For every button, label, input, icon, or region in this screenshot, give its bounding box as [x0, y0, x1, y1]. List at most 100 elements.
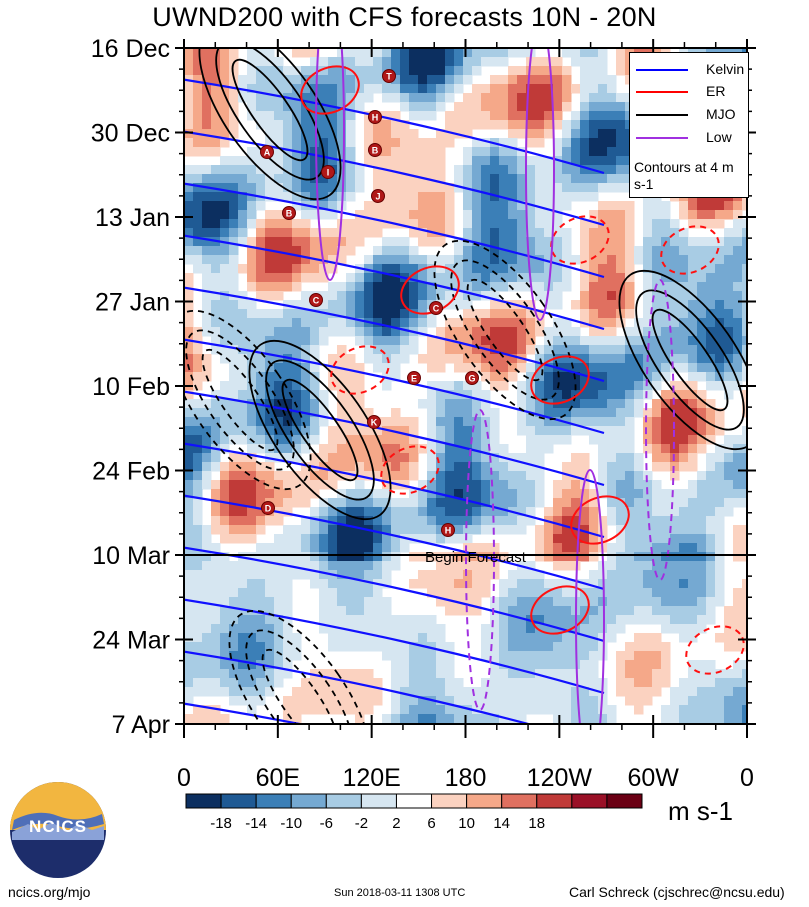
colorbar-label: 18 — [528, 815, 545, 832]
colorbar-swatch — [501, 793, 538, 809]
storm-marker-label: B — [372, 146, 379, 156]
storm-marker: H — [368, 110, 382, 124]
colorbar: -18 -14 -10 -6 -2 2 6 10 14 18 — [185, 793, 643, 832]
colorbar-swatch — [431, 793, 468, 809]
er-contour — [330, 345, 390, 395]
colorbar-label: -2 — [355, 815, 368, 832]
colorbar-swatch — [395, 793, 433, 809]
mjo-contour — [450, 259, 560, 401]
mjo-contour — [433, 239, 577, 421]
er-contour — [550, 215, 610, 265]
storm-marker: E — [407, 371, 421, 385]
colorbar-label: -6 — [320, 815, 333, 832]
x-tick-label: 0 — [740, 764, 754, 792]
storm-marker: C — [429, 301, 443, 315]
er-contour — [380, 445, 440, 495]
colorbar-label: -10 — [280, 815, 302, 832]
storm-marker: B — [368, 143, 382, 157]
low-contour — [575, 469, 605, 724]
y-tick-label: 10 Feb — [92, 373, 170, 401]
kelvin-contour — [184, 494, 605, 591]
legend-label-low: Low — [706, 129, 732, 145]
logo-text: NCICS — [29, 817, 87, 836]
legend-swatch-er — [636, 91, 688, 93]
forecast-label: Begin Forecast — [425, 549, 527, 566]
mjo-contour — [231, 58, 309, 162]
y-tick-label: 13 Jan — [95, 204, 170, 232]
legend-item-kelvin: Kelvin — [636, 61, 746, 79]
kelvin-contour — [184, 546, 605, 643]
legend-item-low: Low — [636, 129, 746, 147]
mjo-contour — [635, 289, 745, 431]
low-contour — [645, 279, 675, 581]
colorbar-label: 14 — [493, 815, 510, 832]
x-axis: 0 60E 120E 180 120W 60W 0 — [177, 39, 754, 792]
colorbar-label: 6 — [427, 815, 435, 832]
y-axis: 16 Dec 30 Dec 13 Jan 27 Jan 10 Feb 24 Feb 10 M… — [91, 35, 756, 739]
storm-marker: T — [382, 69, 396, 83]
storm-marker-label: J — [375, 192, 380, 202]
legend-label-mjo: MJO — [706, 106, 736, 122]
colorbar-swatch — [185, 793, 222, 809]
storm-marker: A — [260, 145, 274, 159]
storm-marker-label: E — [411, 374, 417, 384]
colorbar-swatch — [360, 793, 397, 809]
x-tick-label: 180 — [445, 764, 487, 792]
er-contour — [530, 355, 590, 405]
mjo-contour — [184, 309, 312, 491]
mjo-contour — [245, 629, 355, 724]
wave-contours — [184, 48, 747, 724]
storm-marker-label: H — [445, 526, 452, 536]
storm-marker-label: B — [286, 209, 293, 219]
storm-marker-label: D — [265, 504, 272, 514]
er-contour — [570, 495, 630, 545]
storm-marker: J — [371, 189, 385, 203]
storm-marker: H — [441, 523, 455, 537]
kelvin-contour — [184, 598, 605, 695]
er-contour — [685, 625, 745, 675]
kelvin-contour — [184, 182, 605, 279]
storm-marker: I — [321, 165, 335, 179]
x-tick-label: 120W — [527, 764, 593, 792]
mjo-contour — [466, 278, 544, 382]
colorbar-label: 2 — [392, 815, 400, 832]
colorbar-label: 10 — [458, 815, 475, 832]
er-contour — [660, 225, 720, 275]
colorbar-swatch — [325, 793, 362, 809]
colorbar-label: -18 — [210, 815, 232, 832]
kelvin-contour — [184, 442, 605, 539]
storm-marker: D — [261, 501, 275, 515]
mjo-contour — [198, 48, 342, 201]
x-tick-label: 0 — [177, 764, 191, 792]
y-tick-label: 27 Jan — [95, 289, 170, 317]
storm-markers: T H A I B J B C C E G K D H — [260, 69, 479, 537]
y-tick-label: 24 Feb — [92, 458, 170, 486]
mjo-contour — [618, 269, 747, 451]
legend-swatch-mjo — [636, 114, 688, 116]
storm-marker-label: T — [386, 72, 392, 82]
mjo-contour — [228, 609, 372, 724]
kelvin-contour — [184, 390, 605, 487]
chart-title: UWND200 with CFS forecasts 10N - 20N — [152, 2, 657, 32]
storm-marker-label: I — [327, 168, 330, 178]
kelvin-contour — [184, 702, 306, 724]
low-contour — [315, 48, 345, 281]
storm-marker-label: A — [264, 148, 271, 158]
ncics-logo — [10, 782, 106, 878]
footer-url[interactable]: ncics.org/mjo — [8, 884, 91, 900]
storm-marker-label: H — [372, 113, 379, 123]
low-contour — [525, 48, 555, 321]
er-contour — [530, 585, 590, 635]
legend-label-er: ER — [706, 83, 726, 99]
kelvin-contour — [184, 234, 605, 331]
footer-timestamp: Sun 2018-03-11 1308 UTC — [334, 887, 466, 899]
colorbar-units: m s-1 — [668, 796, 733, 826]
mjo-contour — [248, 339, 392, 521]
low-contour — [465, 409, 495, 711]
kelvin-contour — [184, 650, 533, 724]
colorbar-label: -14 — [245, 815, 267, 832]
storm-marker: B — [282, 206, 296, 220]
colorbar-swatch — [571, 793, 608, 809]
kelvin-contour — [184, 286, 605, 383]
storm-marker: C — [309, 293, 323, 307]
